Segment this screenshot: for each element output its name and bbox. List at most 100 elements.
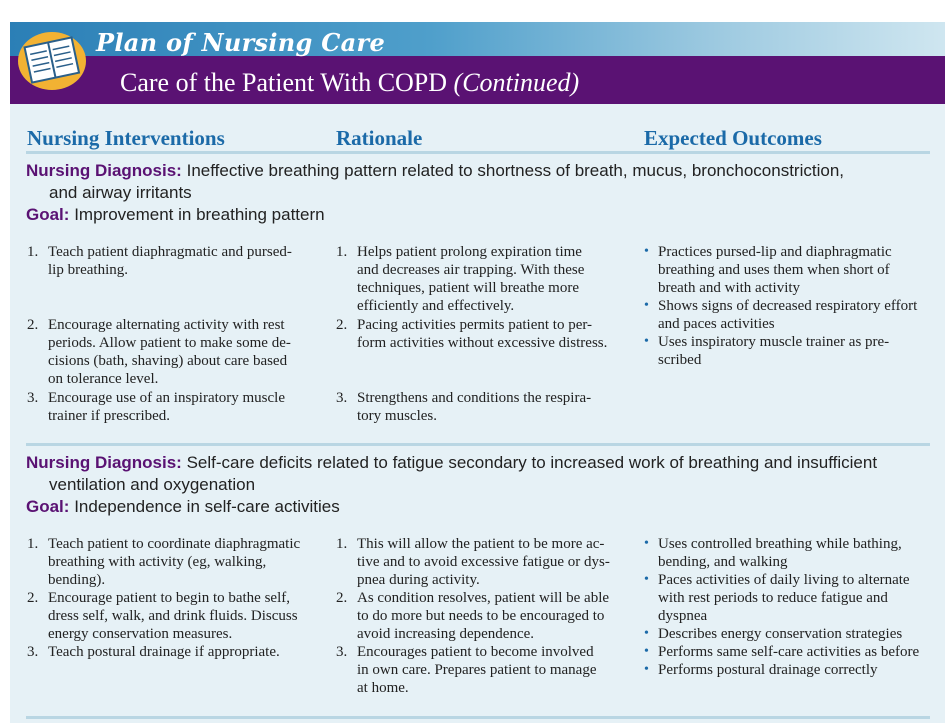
item-text-line: in own care. Prepares patient to manage (357, 662, 597, 678)
intervention-item: 3. Teach postural drainage if appropriate… (27, 643, 327, 661)
item-text-line: Strengthens and conditions the respira- (357, 390, 592, 406)
bullet-dot-icon: • (644, 244, 649, 259)
title-text: Care of the Patient With COPD (120, 68, 448, 97)
item-text-line: pnea during activity. (357, 572, 480, 588)
item-text: Practices pursed-lip and diaphragmatic br… (658, 243, 892, 297)
item-number: 2. (27, 317, 39, 333)
title-suffix: (Continued) (453, 68, 580, 97)
item-text: Performs postural drainage correctly (658, 661, 878, 679)
item-number: 3. (27, 644, 39, 660)
item-text-line: cisions (bath, shaving) about care based (48, 353, 288, 369)
intervention-item: 2. Encourage alternating activity with re… (27, 316, 327, 388)
item-text-line: avoid increasing dependence. (357, 626, 535, 642)
item-text-line: As condition resolves, patient will be a… (357, 590, 610, 606)
outcomes-list-2: • Uses controlled breathing while bathing… (644, 535, 934, 679)
diagnosis-block-1: Nursing Diagnosis: Ineffective breathing… (26, 160, 931, 226)
item-text-line: breathing and uses them when short of (658, 262, 890, 278)
outcome-item: • Paces activities of daily living to alt… (644, 571, 934, 625)
bottom-divider (26, 716, 930, 719)
item-number: 2. (27, 590, 39, 606)
item-number: 2. (336, 590, 348, 606)
item-number: 1. (336, 536, 348, 552)
item-text-line: with rest periods to reduce fatigue and (658, 590, 888, 606)
item-text-line: and decreases air trapping. With these (357, 262, 585, 278)
diagnosis-text: Self-care deficits related to fatigue se… (186, 453, 878, 472)
item-text-line: bending, and walking (658, 554, 788, 570)
column-header-interventions: Nursing Interventions (27, 126, 225, 150)
series-title: Plan of Nursing Care (96, 28, 386, 57)
item-text: Teach postural drainage if appropriate. (48, 643, 280, 661)
item-text-line: Performs postural drainage correctly (658, 662, 878, 678)
item-text: Helps patient prolong expiration time and… (357, 243, 584, 315)
item-text-line: breathing with activity (eg, walking, (48, 554, 267, 570)
item-number: 3. (27, 390, 39, 406)
item-text-line: bending). (48, 572, 106, 588)
item-text-line: scribed (658, 352, 702, 368)
rationale-item: 3. Encourages patient to become involved i… (336, 643, 636, 697)
item-number: 1. (336, 244, 348, 260)
header-banner-top (10, 22, 945, 56)
item-text: Performs same self-care activities as be… (658, 643, 919, 661)
item-text: Shows signs of decreased respiratory eff… (658, 297, 917, 333)
outcome-item: • Describes energy conservation strategie… (644, 625, 934, 643)
section-divider (26, 443, 930, 446)
outcome-item: • Performs postural drainage correctly (644, 661, 934, 679)
item-text-line: Teach postural drainage if appropriate. (48, 644, 280, 660)
goal-text: Improvement in breathing pattern (74, 205, 325, 224)
diagnosis-text-continued: ventilation and oxygenation (49, 475, 256, 494)
rationale-item: 1. Helps patient prolong expiration time a… (336, 243, 636, 315)
item-text-line: efficiently and effectively. (357, 298, 515, 314)
item-text: Uses inspiratory muscle trainer as pre-s… (658, 333, 889, 369)
intervention-item: 1. Teach patient diaphragmatic and pursed… (27, 243, 327, 279)
item-text-line: dress self, walk, and drink fluids. Disc… (48, 608, 298, 624)
item-text-line: Pacing activities permits patient to per… (357, 317, 593, 333)
rationale-item: 3. Strengthens and conditions the respira… (336, 389, 636, 425)
item-text: This will allow the patient to be more a… (357, 535, 610, 589)
item-text-line: Teach patient to coordinate diaphragmati… (48, 536, 301, 552)
header-banner-bottom (10, 56, 945, 104)
item-text-line: Paces activities of daily living to alte… (658, 572, 910, 588)
item-text: Encourage use of an inspiratory muscle tr… (48, 389, 285, 425)
diagnosis-label: Nursing Diagnosis: (26, 161, 182, 180)
outcomes-list-1: • Practices pursed-lip and diaphragmatic b… (644, 243, 934, 369)
diagnosis-text: Ineffective breathing pattern related to… (186, 161, 844, 180)
item-text: As condition resolves, patient will be a… (357, 589, 609, 643)
item-text-line: trainer if prescribed. (48, 408, 171, 424)
bullet-dot-icon: • (644, 644, 649, 659)
page-title: Care of the Patient With COPD (Continued… (120, 68, 579, 98)
item-text-line: Teach patient diaphragmatic and pursed- (48, 244, 292, 260)
intervention-item: 1. Teach patient to coordinate diaphragma… (27, 535, 327, 589)
item-text: Pacing activities permits patient to per… (357, 316, 607, 352)
column-header-outcomes: Expected Outcomes (644, 126, 822, 150)
intervention-item: 2. Encourage patient to begin to bathe se… (27, 589, 327, 643)
item-text: Describes energy conservation strategies (658, 625, 902, 643)
care-plan-book-icon (18, 32, 86, 90)
intervention-item: 3. Encourage use of an inspiratory muscle… (27, 389, 327, 425)
item-text: Encourage patient to begin to bathe self… (48, 589, 298, 643)
item-text-line: Encourage alternating activity with rest (48, 317, 285, 333)
item-text-line: Encourages patient to become involved (357, 644, 594, 660)
item-text-line: dyspnea (658, 608, 708, 624)
rationale-item: 2. As condition resolves, patient will be… (336, 589, 636, 643)
item-text-line: at home. (357, 680, 409, 696)
item-number: 1. (27, 536, 39, 552)
column-header-rationale: Rationale (336, 126, 423, 150)
bullet-dot-icon: • (644, 536, 649, 551)
item-text: Teach patient to coordinate diaphragmati… (48, 535, 300, 589)
item-text-line: Encourage patient to begin to bathe self… (48, 590, 290, 606)
bullet-dot-icon: • (644, 662, 649, 677)
item-text-line: periods. Allow patient to make some de- (48, 335, 291, 351)
item-number: 3. (336, 644, 348, 660)
item-text-line: Performs same self-care activities as be… (658, 644, 920, 660)
item-text-line: Practices pursed-lip and diaphragmatic (658, 244, 892, 260)
item-text-line: to do more but needs to be encouraged to (357, 608, 605, 624)
item-text: Encourage alternating activity with rest… (48, 316, 291, 388)
item-text-line: on tolerance level. (48, 371, 159, 387)
outcome-item: • Uses controlled breathing while bathing… (644, 535, 934, 571)
item-number: 1. (27, 244, 39, 260)
item-text-line: This will allow the patient to be more a… (357, 536, 605, 552)
item-number: 2. (336, 317, 348, 333)
item-text: Paces activities of daily living to alte… (658, 571, 910, 625)
bullet-dot-icon: • (644, 572, 649, 587)
item-text: Uses controlled breathing while bathing,… (658, 535, 902, 571)
